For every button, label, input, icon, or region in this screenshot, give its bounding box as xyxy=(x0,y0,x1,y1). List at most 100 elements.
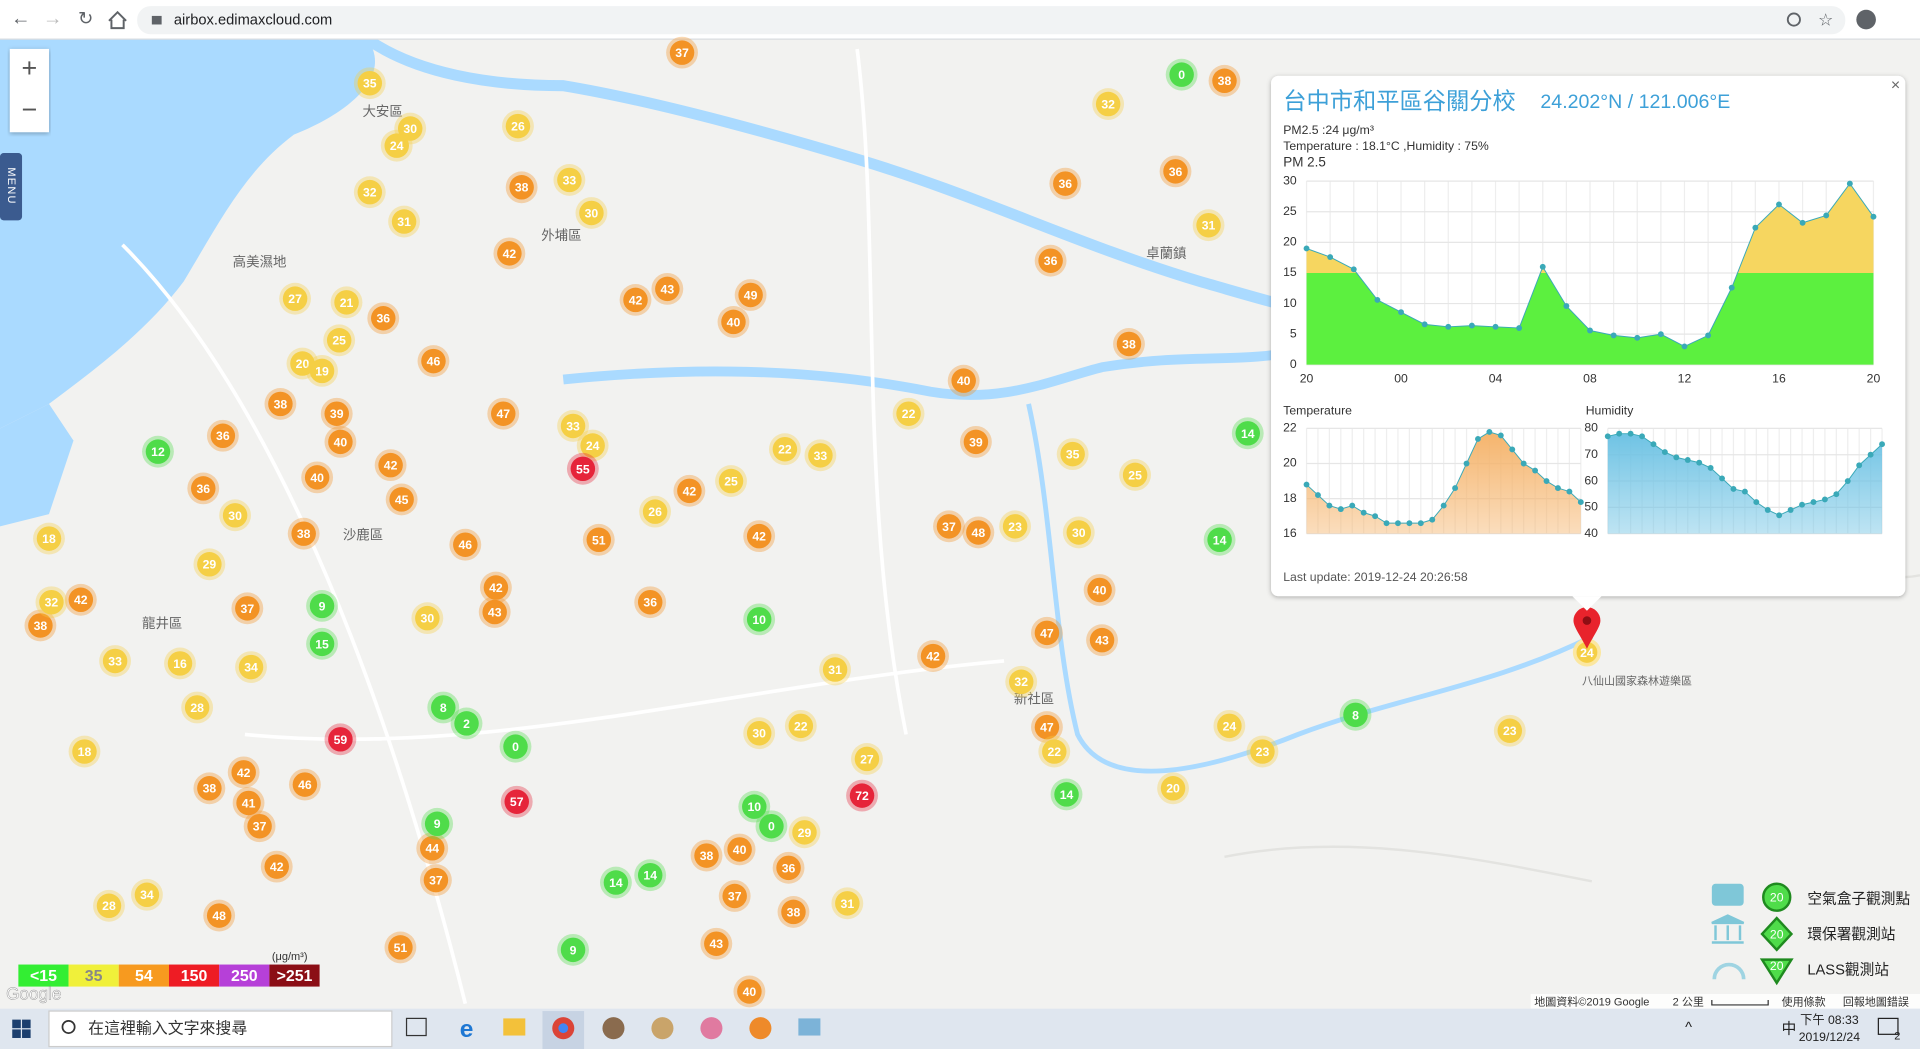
map-marker[interactable] xyxy=(421,348,446,374)
map-marker[interactable] xyxy=(1042,739,1067,764)
map-marker[interactable] xyxy=(718,468,744,494)
map-marker[interactable] xyxy=(835,891,860,916)
map-marker[interactable] xyxy=(431,695,456,720)
map-marker[interactable] xyxy=(746,607,772,632)
map-marker[interactable] xyxy=(1060,441,1085,467)
map-marker[interactable] xyxy=(292,772,318,797)
back-button[interactable]: ← xyxy=(11,8,31,30)
map-marker[interactable] xyxy=(134,882,160,908)
map-marker[interactable] xyxy=(1122,462,1148,488)
search-box[interactable] xyxy=(48,1010,393,1048)
map-marker[interactable] xyxy=(309,358,335,384)
map-marker[interactable] xyxy=(304,465,330,490)
profile-icon[interactable] xyxy=(1856,9,1876,30)
map-marker[interactable] xyxy=(936,514,962,539)
map-marker[interactable] xyxy=(504,789,529,814)
map-marker[interactable] xyxy=(191,476,216,501)
map-marker[interactable] xyxy=(951,368,976,393)
map-marker[interactable] xyxy=(415,605,440,631)
report-link[interactable]: 回報地圖錯誤 xyxy=(1843,994,1909,1008)
ime-indicator[interactable]: 中 xyxy=(1782,1020,1797,1037)
home-button[interactable] xyxy=(108,10,127,30)
map-marker[interactable] xyxy=(704,931,729,956)
map-marker[interactable] xyxy=(291,521,316,546)
map-marker[interactable] xyxy=(1087,577,1112,603)
map-marker[interactable] xyxy=(920,643,946,669)
app-icon[interactable] xyxy=(749,1017,772,1040)
map-marker[interactable] xyxy=(268,391,293,417)
map-marker[interactable] xyxy=(328,429,353,455)
map-marker[interactable] xyxy=(210,423,236,448)
map-marker[interactable] xyxy=(503,734,528,759)
map-marker[interactable] xyxy=(371,306,396,331)
map-marker[interactable] xyxy=(1053,171,1078,196)
map-marker[interactable] xyxy=(1160,776,1186,801)
map-marker[interactable] xyxy=(637,589,663,615)
map-marker[interactable] xyxy=(776,855,801,881)
map-marker[interactable] xyxy=(326,328,352,353)
map-marker[interactable] xyxy=(389,487,414,512)
map-marker[interactable] xyxy=(282,286,308,311)
map-marker[interactable] xyxy=(483,575,509,600)
map-marker[interactable] xyxy=(849,783,875,808)
map-marker[interactable] xyxy=(1002,514,1028,539)
map-marker[interactable] xyxy=(742,794,767,819)
map-marker[interactable] xyxy=(357,70,383,96)
map-marker[interactable] xyxy=(197,552,222,577)
map-marker[interactable] xyxy=(637,862,663,888)
map-marker[interactable] xyxy=(669,40,695,65)
map-marker[interactable] xyxy=(623,287,648,313)
menu-label[interactable]: MENU xyxy=(5,167,17,204)
map-marker[interactable] xyxy=(557,167,582,193)
map-marker[interactable] xyxy=(1169,62,1194,87)
map-marker[interactable] xyxy=(781,899,806,925)
menu-tab[interactable] xyxy=(0,153,23,221)
map-marker[interactable] xyxy=(1034,620,1060,646)
map-marker[interactable] xyxy=(264,854,289,879)
map-marker[interactable] xyxy=(1008,669,1034,695)
map-marker[interactable] xyxy=(570,456,596,482)
map-marker[interactable] xyxy=(1038,248,1063,273)
map-marker[interactable] xyxy=(453,532,478,557)
tray-arrow[interactable]: ^ xyxy=(1685,1020,1692,1036)
map-marker[interactable] xyxy=(222,503,248,528)
map-marker[interactable] xyxy=(963,429,989,455)
map-marker[interactable] xyxy=(966,520,991,545)
map-marker[interactable] xyxy=(580,433,605,458)
map-marker[interactable] xyxy=(397,116,423,141)
map-marker[interactable] xyxy=(677,478,702,504)
terms-link[interactable]: 使用條款 xyxy=(1782,994,1826,1008)
map-marker[interactable] xyxy=(792,820,817,845)
map-marker[interactable] xyxy=(722,883,747,909)
map-marker[interactable] xyxy=(28,613,53,638)
map-marker[interactable] xyxy=(102,648,128,674)
map-marker[interactable] xyxy=(497,241,522,266)
explorer-icon[interactable] xyxy=(503,1018,526,1036)
map-marker[interactable] xyxy=(482,599,507,625)
zoom-out[interactable]: − xyxy=(22,95,38,125)
map-marker[interactable] xyxy=(184,695,210,720)
map-marker[interactable] xyxy=(357,179,383,205)
map-marker[interactable] xyxy=(290,351,315,376)
map-marker[interactable] xyxy=(1095,91,1121,117)
map-marker[interactable] xyxy=(737,979,762,1004)
map-marker[interactable] xyxy=(1066,520,1092,545)
edge-icon[interactable]: e xyxy=(460,1016,474,1043)
map-marker[interactable] xyxy=(505,113,531,139)
app-icon[interactable] xyxy=(798,1018,821,1036)
map-marker[interactable] xyxy=(423,867,449,893)
notification-icon[interactable] xyxy=(1877,1017,1899,1035)
map-marker[interactable] xyxy=(1034,714,1060,740)
start-button[interactable] xyxy=(12,1019,31,1038)
map-marker[interactable] xyxy=(822,657,848,682)
app-icon[interactable] xyxy=(700,1017,723,1040)
task-view[interactable] xyxy=(405,1017,427,1037)
map-marker[interactable] xyxy=(424,811,450,837)
map-marker[interactable] xyxy=(96,893,122,919)
map-marker[interactable] xyxy=(231,760,256,785)
map-marker[interactable] xyxy=(727,837,752,862)
map-marker[interactable] xyxy=(328,727,353,752)
address-bar[interactable] xyxy=(137,6,1846,35)
map-marker[interactable] xyxy=(854,746,880,772)
map-marker[interactable] xyxy=(309,593,335,619)
